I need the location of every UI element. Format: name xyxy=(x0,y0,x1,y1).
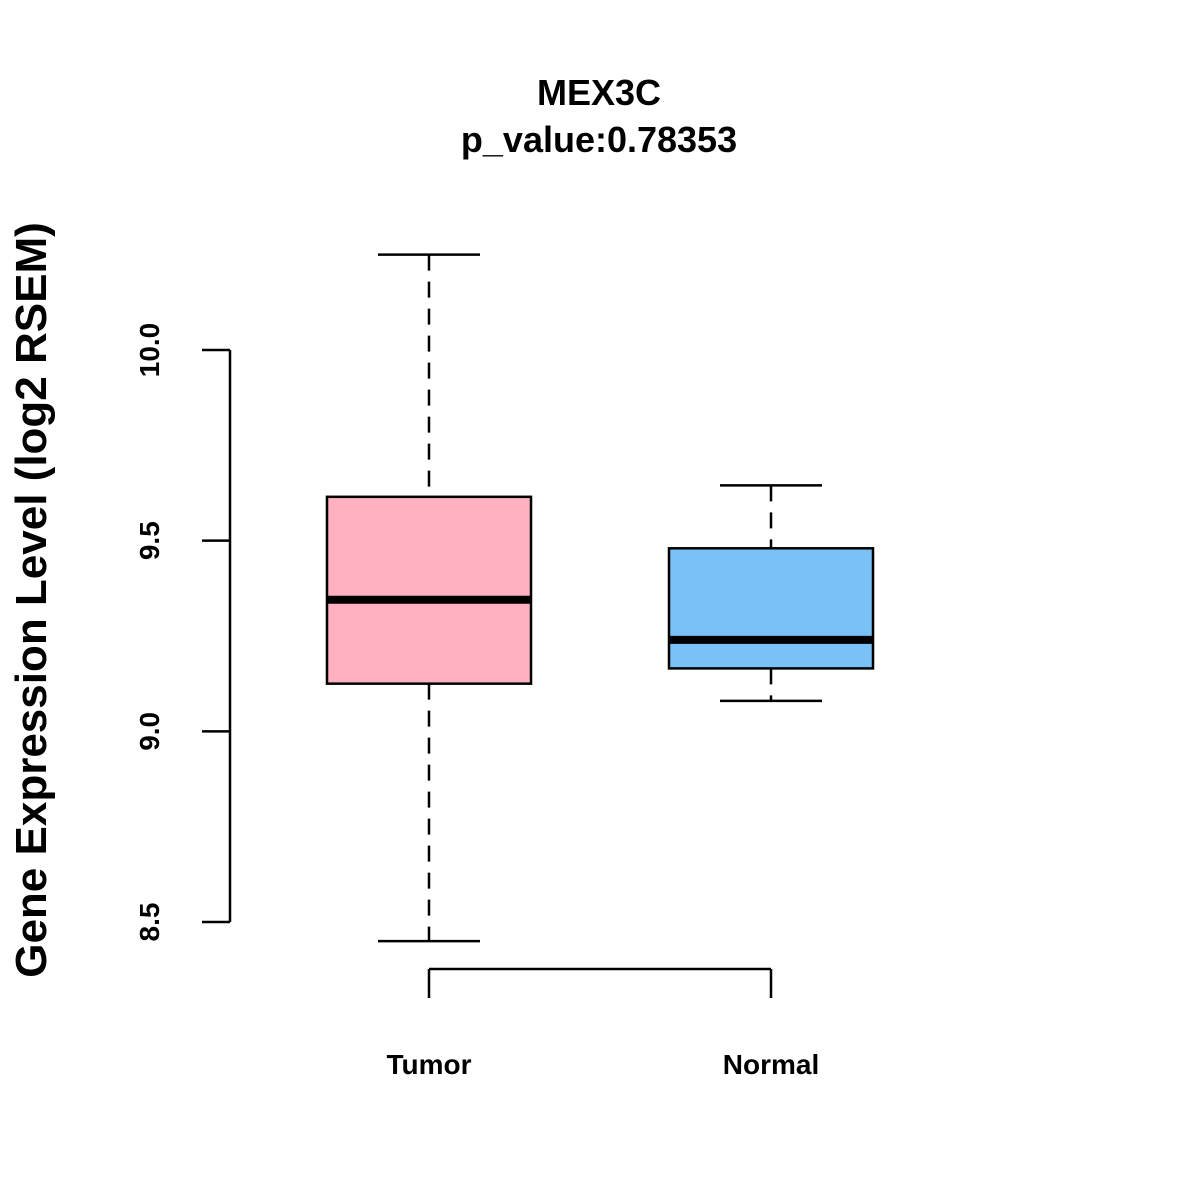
box-tumor xyxy=(325,253,533,943)
iqr-box xyxy=(667,547,875,670)
x-axis: Tumor Normal xyxy=(386,967,819,1080)
box-normal xyxy=(667,484,875,703)
y-axis-label: Gene Expression Level (log2 RSEM) xyxy=(7,222,56,978)
y-tick-label: 10.0 xyxy=(134,323,165,378)
y-tick-label: 9.5 xyxy=(134,521,165,560)
boxes-group xyxy=(325,253,875,943)
chart-subtitle: p_value:0.78353 xyxy=(461,119,737,160)
iqr-box xyxy=(325,495,533,685)
y-tick-label: 9.0 xyxy=(134,712,165,751)
x-tick-label: Tumor xyxy=(386,1049,471,1080)
y-tick-label: 8.5 xyxy=(134,903,165,942)
y-axis: 8.5 9.0 9.5 10.0 xyxy=(134,323,232,942)
chart-title: MEX3C xyxy=(537,72,661,113)
x-tick-label: Normal xyxy=(723,1049,819,1080)
